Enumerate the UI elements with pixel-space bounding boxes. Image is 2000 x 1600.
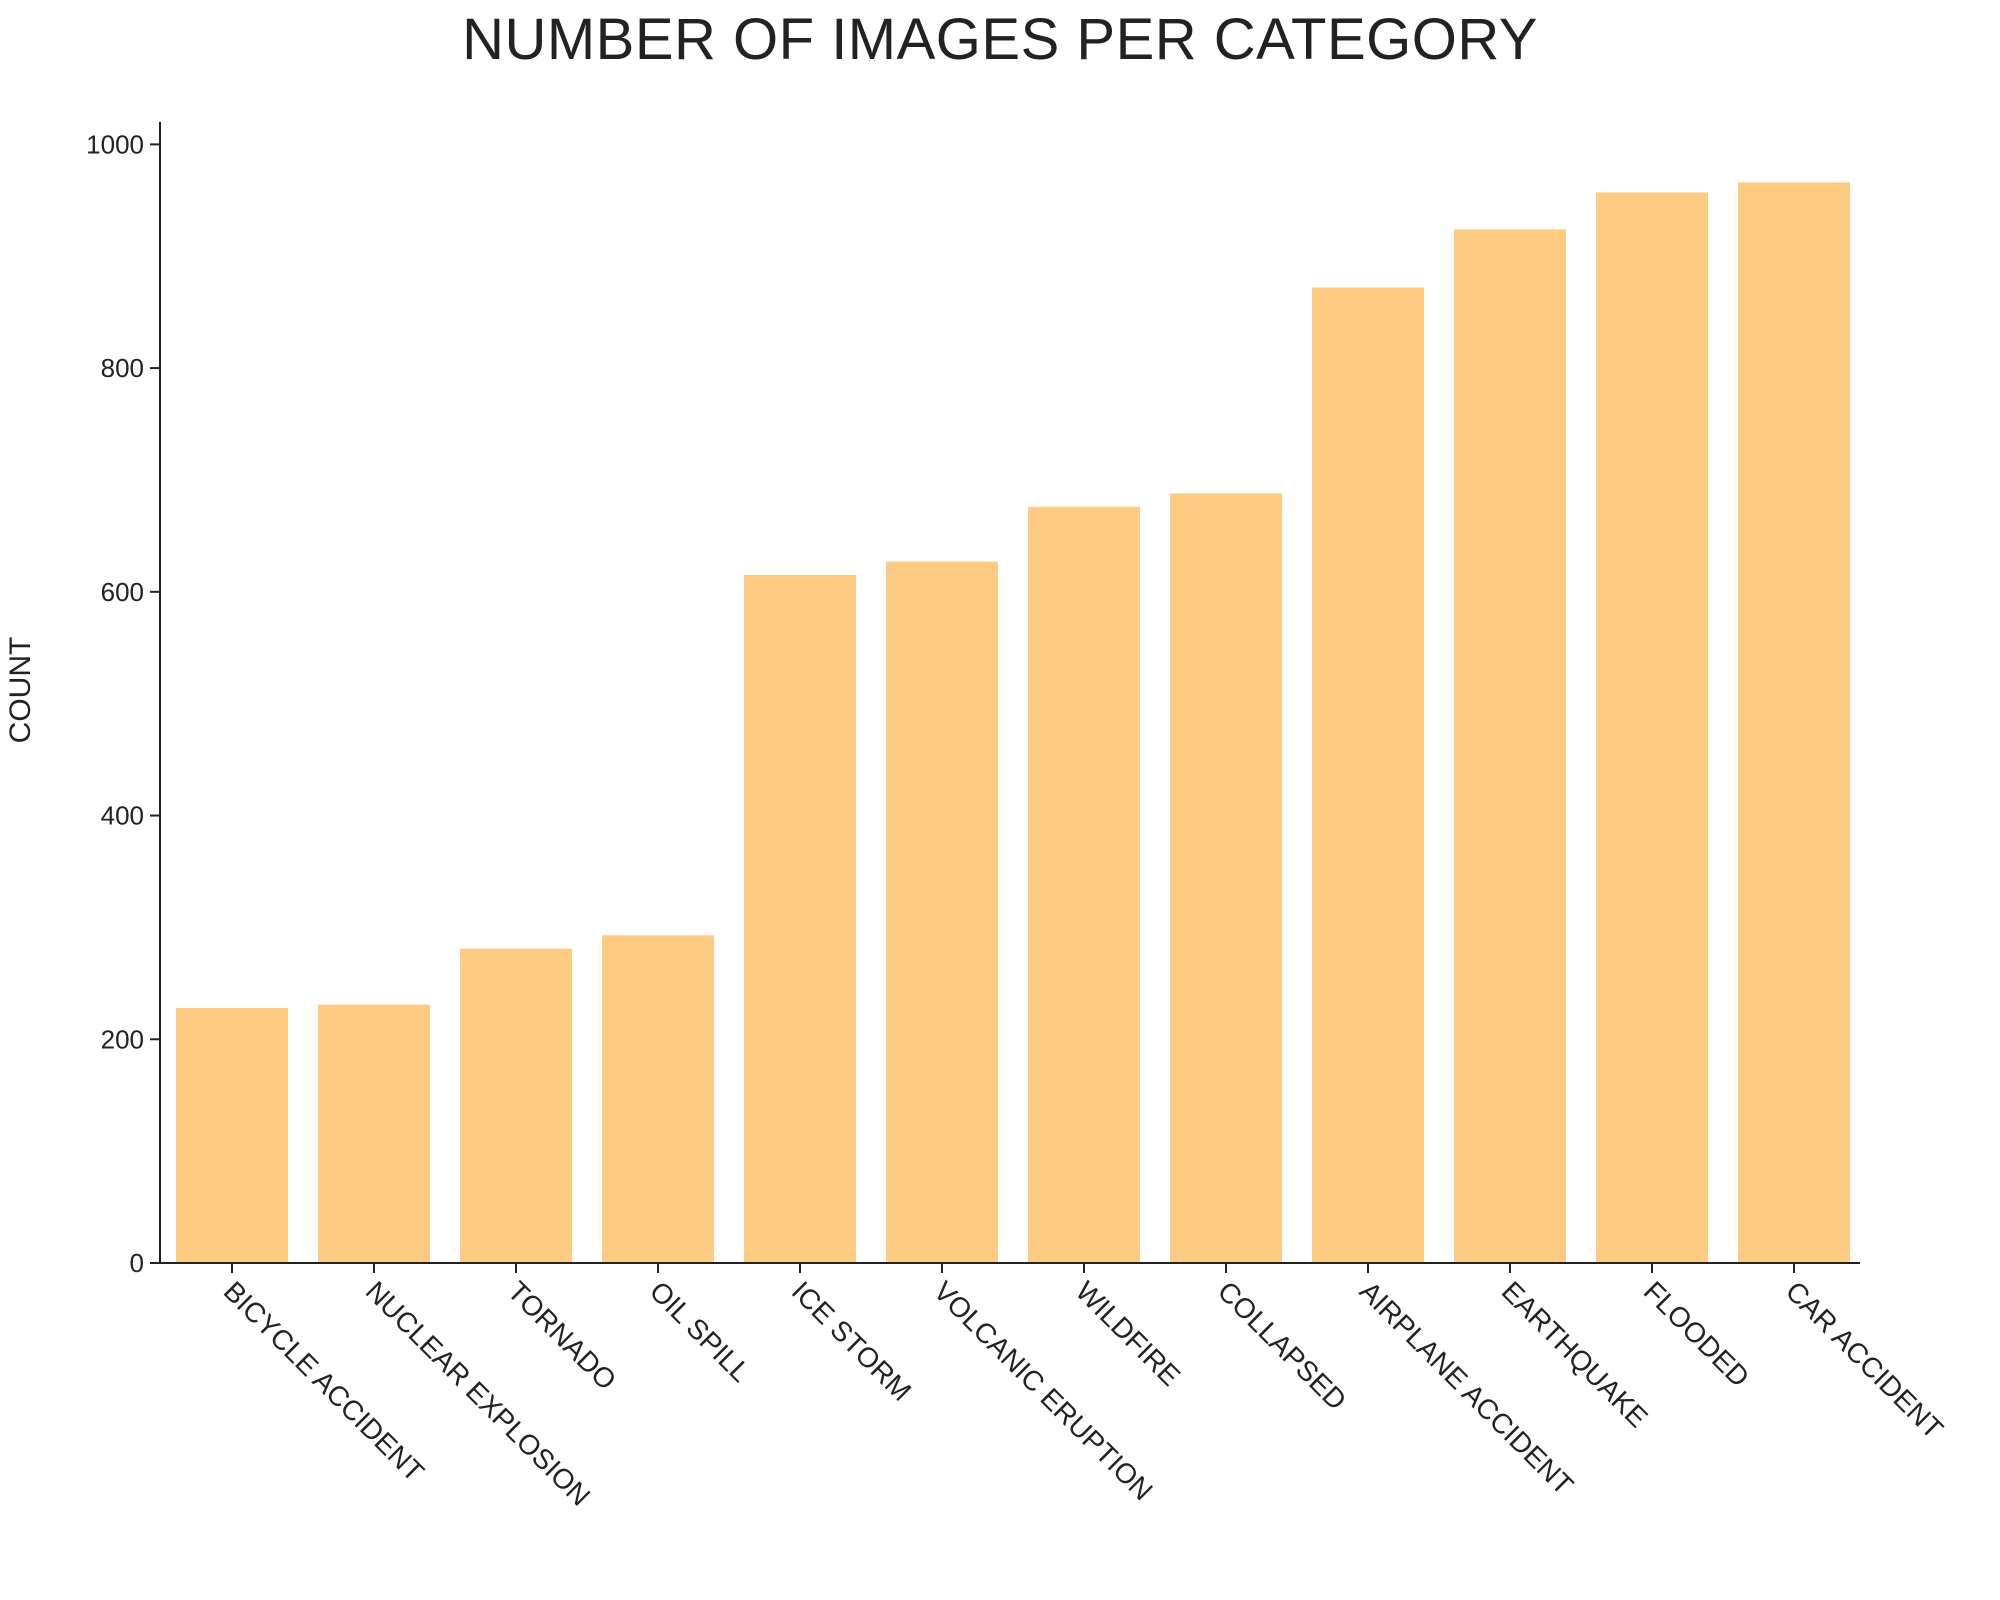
bar-flooded [1596, 192, 1708, 1264]
x-tick-label-flooded: FLOODED [1638, 1275, 1756, 1393]
y-tick-label: 400 [101, 801, 144, 831]
bar-volcanic-eruption [886, 561, 998, 1263]
bar-car-accident [1738, 182, 1850, 1263]
bar-oil-spill [602, 935, 714, 1263]
y-tick-label: 1000 [86, 129, 144, 159]
bar-airplane-accident [1312, 287, 1424, 1263]
x-tick-label-collapsed: COLLAPSED [1212, 1275, 1353, 1416]
y-tick-label: 600 [101, 577, 144, 607]
bar-ice-storm [744, 575, 856, 1263]
axes-layer [159, 122, 1860, 1264]
bar-earthquake [1454, 229, 1566, 1264]
y-tick-label: 0 [130, 1248, 144, 1278]
bar-collapsed [1170, 493, 1282, 1264]
x-tick-label-nuclear-explosion: NUCLEAR EXPLOSION [360, 1275, 596, 1511]
x-tick-label-ice-storm: ICE STORM [786, 1275, 918, 1407]
x-tick-label-earthquake: EARTHQUAKE [1496, 1275, 1654, 1433]
bar-wildfire [1028, 506, 1140, 1263]
y-axis-label: COUNT [4, 637, 37, 744]
y-tick-label: 800 [101, 353, 144, 383]
y-tick-label: 200 [101, 1024, 144, 1054]
x-tick-label-tornado: TORNADO [502, 1275, 623, 1396]
x-tick-label-car-accident: CAR ACCIDENT [1780, 1275, 1949, 1444]
chart-title: NUMBER OF IMAGES PER CATEGORY [462, 7, 1538, 72]
x-tick-label-wildfire: WILDFIRE [1070, 1275, 1187, 1392]
bars-layer [176, 182, 1850, 1264]
bar-nuclear-explosion [318, 1004, 430, 1263]
x-tick-label-oil-spill: OIL SPILL [644, 1275, 757, 1388]
bar-bicycle-accident [176, 1007, 288, 1263]
bar-tornado [460, 948, 572, 1263]
